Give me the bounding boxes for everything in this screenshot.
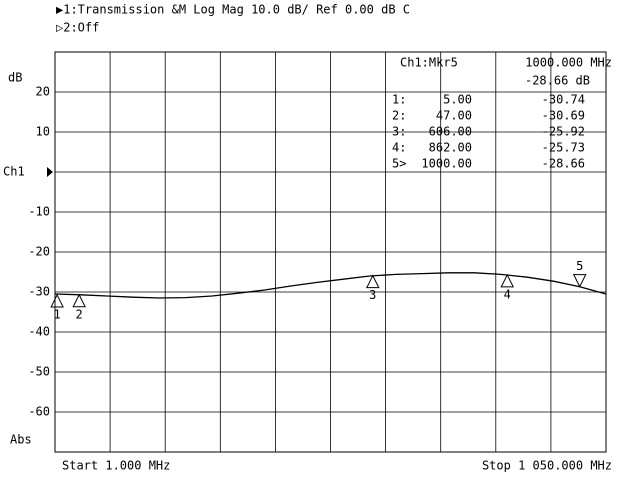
header-line: ▶1:Transmission &M Log Mag 10.0 dB/ Ref … — [56, 3, 410, 17]
readout-value: -30.74 — [542, 93, 585, 107]
readout-value: -25.73 — [542, 141, 585, 155]
readout-value: -30.69 — [542, 109, 585, 123]
readout-title: Ch1:Mkr5 — [400, 56, 458, 70]
readout-freq: 5.00 — [443, 93, 472, 107]
y-tick-label: -50 — [28, 365, 50, 379]
y-tick-label: -10 — [28, 205, 50, 219]
y-tick-label: Ch1 — [3, 165, 25, 179]
readout-index: 3: — [392, 125, 406, 139]
readout-freq: 1000.000 MHz — [525, 56, 612, 70]
readout-index: 5> — [392, 157, 406, 171]
marker-label: 5 — [576, 259, 583, 273]
y-tick-label: 20 — [36, 85, 50, 99]
trace — [54, 272, 607, 299]
marker — [365, 274, 380, 289]
readout-value: -25.92 — [542, 125, 585, 139]
y-tick-label: -40 — [28, 325, 50, 339]
y-tick-label: 10 — [36, 125, 50, 139]
y-tick-label: -20 — [28, 245, 50, 259]
marker — [500, 273, 515, 288]
readout-freq: 47.00 — [436, 109, 472, 123]
ref-level-arrow — [47, 167, 53, 177]
readout-index: 2: — [392, 109, 406, 123]
readout-freq: 606.00 — [429, 125, 472, 139]
marker-label: 3 — [369, 288, 376, 302]
readout-freq: 1000.00 — [421, 157, 472, 171]
marker-label: 1 — [53, 307, 60, 321]
marker — [50, 293, 64, 308]
y-unit: dB — [8, 71, 22, 85]
marker-label: 2 — [76, 307, 83, 321]
header-line: ▷2:Off — [56, 21, 99, 35]
y-format: Abs — [10, 433, 32, 447]
readout-index: 1: — [392, 93, 406, 107]
readout-freq: 862.00 — [429, 141, 472, 155]
y-tick-label: -30 — [28, 285, 50, 299]
marker-label: 4 — [504, 287, 511, 301]
y-tick-label: -60 — [28, 405, 50, 419]
readout-index: 4: — [392, 141, 406, 155]
start-label: Start 1.000 MHz — [62, 459, 170, 473]
marker — [72, 293, 86, 308]
readout-value: -28.66 — [542, 157, 585, 171]
readout-value: -28.66 dB — [525, 74, 590, 88]
marker — [572, 274, 587, 288]
stop-label: Stop 1 050.000 MHz — [482, 459, 612, 473]
